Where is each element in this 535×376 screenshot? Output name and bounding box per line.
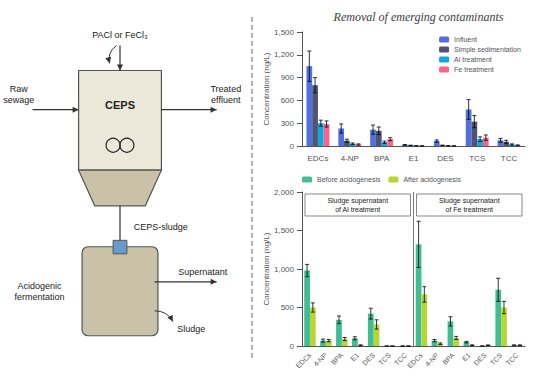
svg-text:Treated: Treated — [210, 84, 241, 94]
svg-text:300: 300 — [281, 119, 295, 128]
svg-text:Sludge supernatant: Sludge supernatant — [327, 197, 388, 205]
svg-text:TCC: TCC — [504, 352, 519, 367]
svg-text:0: 0 — [290, 142, 295, 151]
svg-text:E1: E1 — [461, 351, 472, 362]
svg-text:TCS: TCS — [469, 154, 485, 163]
svg-text:TCS: TCS — [377, 351, 392, 366]
svg-text:Simple sedimentation: Simple sedimentation — [454, 46, 521, 54]
svg-text:Al treatment: Al treatment — [454, 56, 492, 63]
svg-text:BPA: BPA — [441, 351, 456, 366]
svg-text:After acidogenesis: After acidogenesis — [403, 176, 461, 184]
svg-text:1,500: 1,500 — [274, 226, 295, 235]
svg-text:Supernatant: Supernatant — [178, 267, 228, 277]
svg-text:Concentration (ng/L): Concentration (ng/L) — [262, 232, 271, 305]
svg-text:Before acidogenesis: Before acidogenesis — [317, 176, 381, 184]
svg-text:Concentration (ng/L): Concentration (ng/L) — [262, 52, 271, 125]
svg-text:fermentation: fermentation — [14, 292, 64, 302]
svg-text:E1: E1 — [409, 154, 419, 163]
svg-text:4-NP: 4-NP — [341, 154, 359, 163]
svg-text:Fe treatment: Fe treatment — [454, 66, 494, 73]
svg-text:CEPS-sludge: CEPS-sludge — [134, 222, 188, 232]
svg-text:Sludge supernatant: Sludge supernatant — [439, 197, 500, 205]
svg-text:1,200: 1,200 — [274, 50, 295, 59]
svg-text:Removal of emerging contaminan: Removal of emerging contaminants — [333, 10, 504, 24]
svg-text:of Al treatment: of Al treatment — [335, 206, 380, 213]
svg-text:DES: DES — [473, 351, 488, 366]
svg-text:PACl or FeCl₃: PACl or FeCl₃ — [92, 30, 148, 40]
svg-text:1,500: 1,500 — [274, 28, 295, 37]
svg-text:Acidogenic: Acidogenic — [17, 281, 62, 291]
svg-text:DES: DES — [361, 351, 376, 366]
svg-text:TCC: TCC — [392, 351, 408, 367]
svg-text:Sludge: Sludge — [177, 324, 205, 334]
svg-text:2,000: 2,000 — [274, 188, 295, 197]
svg-text:BPA: BPA — [374, 154, 390, 163]
svg-text:E1: E1 — [349, 351, 360, 362]
svg-text:DES: DES — [437, 154, 453, 163]
svg-text:900: 900 — [281, 73, 295, 82]
svg-text:600: 600 — [281, 96, 295, 105]
svg-text:CEPS: CEPS — [105, 99, 135, 111]
svg-text:TCC: TCC — [501, 154, 518, 163]
svg-text:effluent: effluent — [211, 95, 241, 105]
svg-text:EDCs: EDCs — [406, 351, 424, 369]
svg-text:sewage: sewage — [3, 95, 34, 105]
svg-text:TCS: TCS — [489, 351, 504, 366]
svg-text:4-NP: 4-NP — [312, 351, 328, 367]
svg-text:EDCs: EDCs — [295, 351, 313, 369]
svg-text:0: 0 — [290, 342, 295, 351]
svg-text:Raw: Raw — [10, 84, 29, 94]
svg-text:500: 500 — [281, 303, 295, 312]
svg-text:BPA: BPA — [330, 351, 345, 366]
svg-text:of Fe treatment: of Fe treatment — [446, 206, 494, 213]
svg-text:4-NP: 4-NP — [424, 351, 440, 367]
svg-text:EDCs: EDCs — [307, 154, 328, 163]
svg-text:Influent: Influent — [454, 36, 477, 43]
svg-text:1,000: 1,000 — [274, 265, 295, 274]
